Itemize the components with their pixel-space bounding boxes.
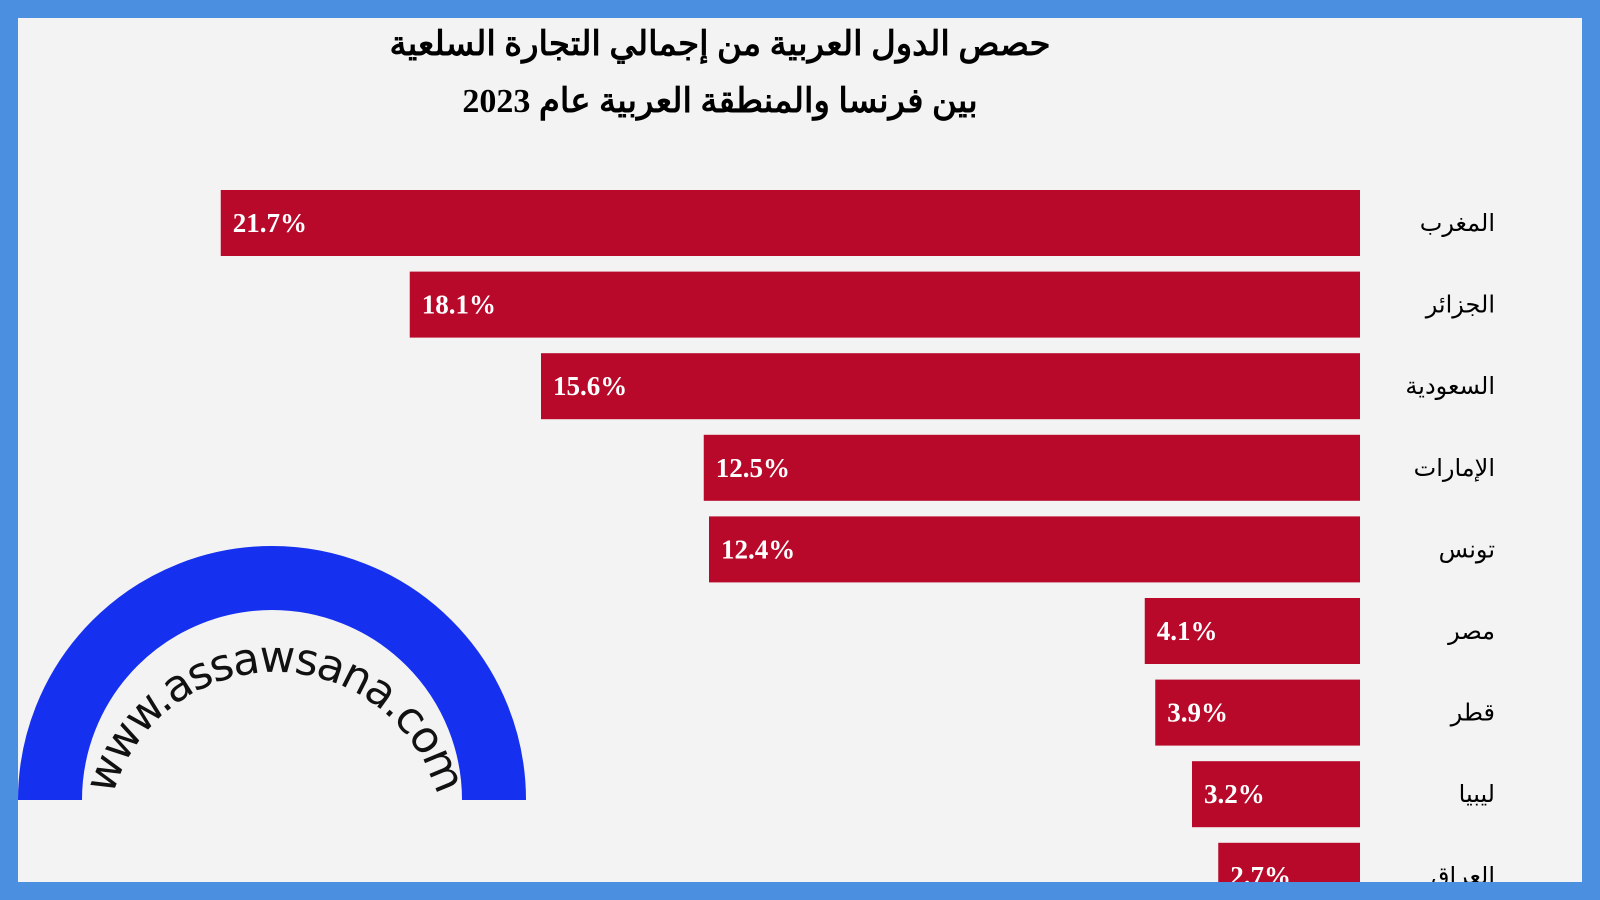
category-label: السعودية [1405, 372, 1495, 400]
bar [220, 190, 1360, 256]
category-label: ليبيا [1459, 780, 1495, 808]
bar [1192, 761, 1360, 828]
category-label: تونس [1439, 535, 1495, 563]
bar [541, 353, 1360, 420]
bar [1144, 598, 1360, 664]
category-label: المغرب [1420, 209, 1495, 237]
category-label: العراق [1431, 862, 1495, 890]
watermark-arc [18, 546, 526, 801]
bar [703, 434, 1360, 501]
bar [709, 516, 1360, 583]
category-label: مصر [1447, 617, 1495, 645]
value-label: 3.9% [1167, 698, 1228, 728]
value-label: 15.6% [553, 371, 627, 401]
value-label: 18.1% [422, 290, 496, 320]
bar [1218, 842, 1360, 882]
category-label: الإمارات [1414, 454, 1495, 482]
category-label: الجزائر [1425, 291, 1495, 319]
chart-subtitle: بين فرنسا والمنطقة العربية عام 2023 [462, 83, 977, 121]
bar [409, 271, 1360, 338]
bar [1155, 679, 1360, 746]
plot: المغرب 21.7% الجزائر 18.1% السعودية 15.6% الإم… [220, 190, 1495, 891]
value-label: 21.7% [233, 208, 307, 238]
value-label: 4.1% [1157, 616, 1218, 646]
chart-title: حصص الدول العربية من إجمالي التجارة السل… [389, 26, 1050, 64]
value-label: 12.5% [716, 453, 790, 483]
value-label: 12.4% [721, 534, 795, 564]
category-label: قطر [1450, 699, 1495, 727]
value-label: 2.7% [1230, 861, 1291, 891]
value-label: 3.2% [1204, 779, 1265, 809]
